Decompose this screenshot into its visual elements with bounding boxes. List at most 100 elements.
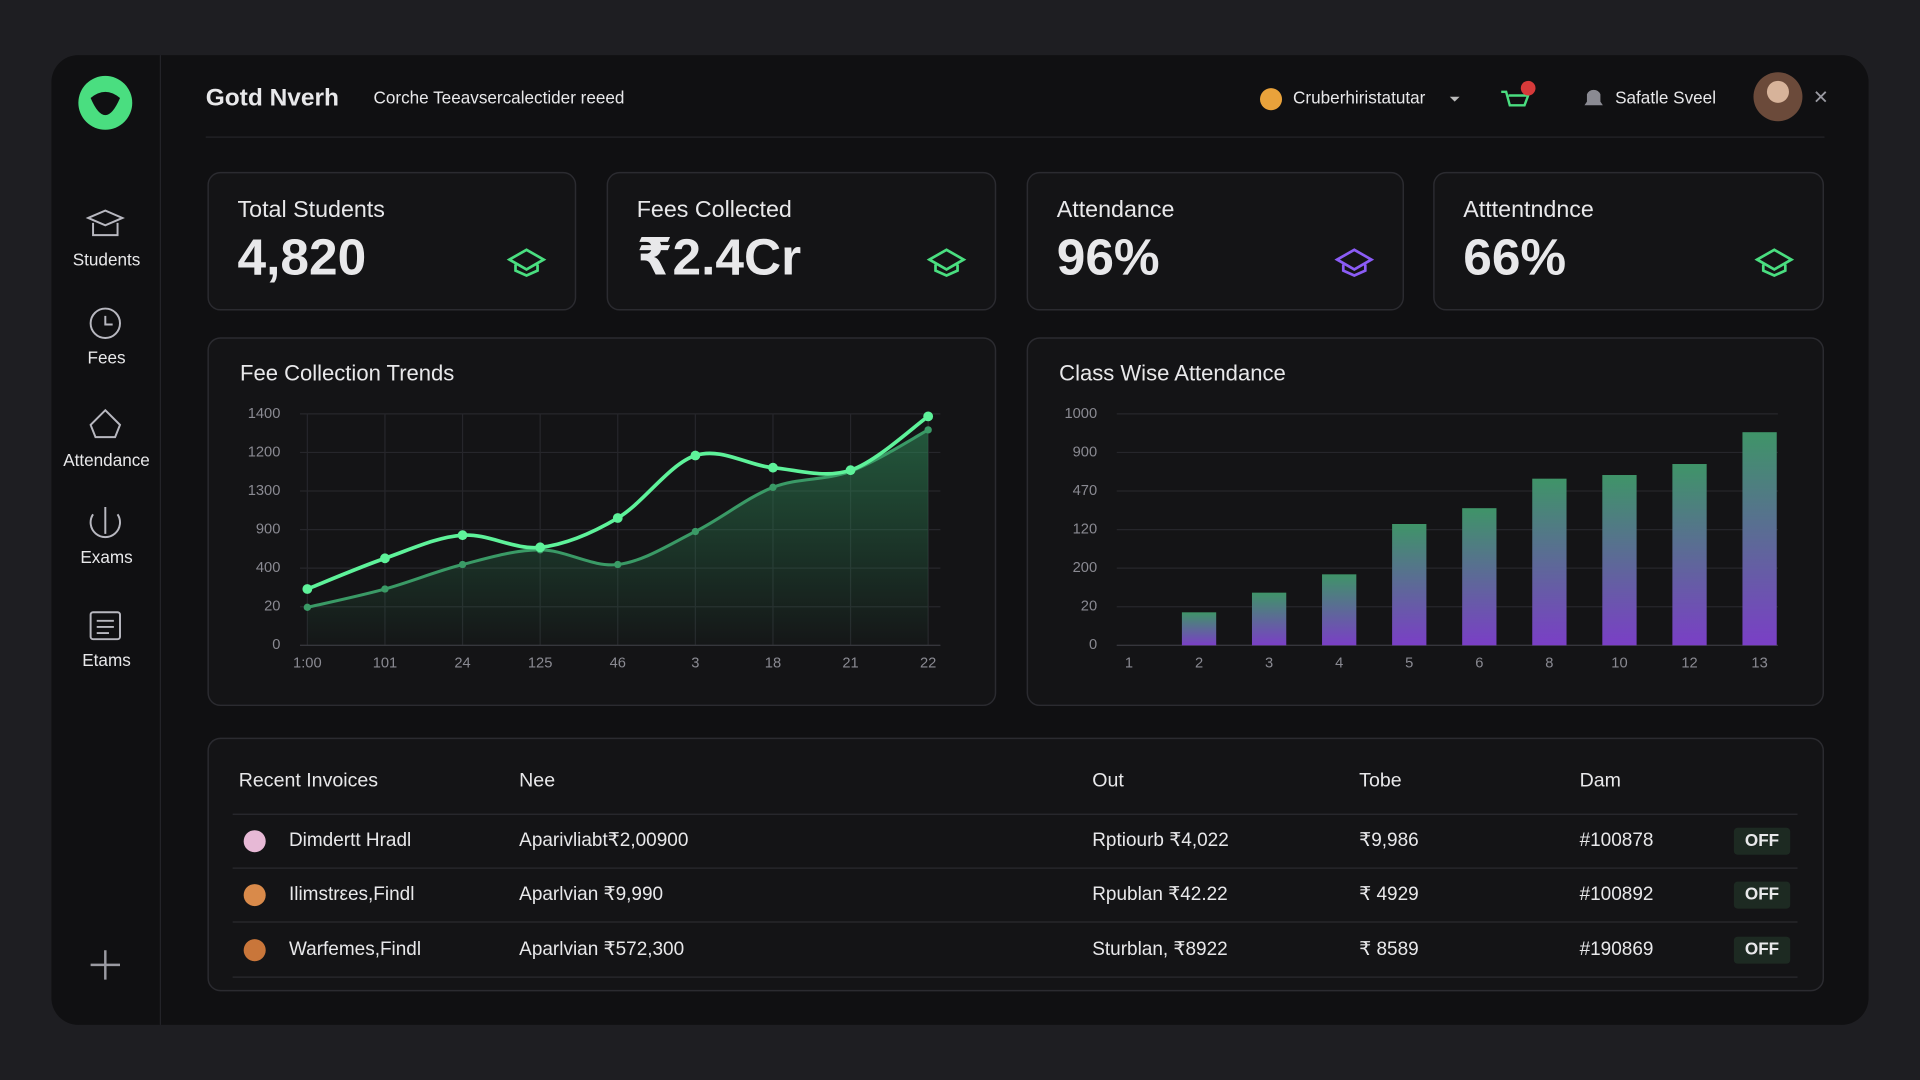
point xyxy=(923,411,934,422)
x-tick-label: 3 xyxy=(691,656,699,672)
status-text: OFF xyxy=(1745,939,1779,959)
invoice-row[interactable]: Dimdertt Hradl Aparivliabt₹2,00900 Rptiour… xyxy=(243,827,1791,855)
nav-fees[interactable]: Fees xyxy=(87,307,126,368)
cell: #100892 xyxy=(1580,884,1654,905)
bar xyxy=(1322,574,1357,646)
cart-badge xyxy=(1520,80,1536,96)
y-tick-label: 200 xyxy=(1073,560,1098,576)
point xyxy=(691,527,700,536)
invoice-panel xyxy=(207,737,1824,992)
kpi-card: Total Students 4,820 xyxy=(207,171,577,311)
row-icon xyxy=(243,830,266,853)
cart-icon xyxy=(1501,90,1530,107)
bar xyxy=(1742,432,1777,646)
x-tick-label: 22 xyxy=(920,656,936,672)
nav-label: Students xyxy=(73,249,141,269)
kpi-card-bg xyxy=(1026,171,1404,311)
nav-etams[interactable]: Etams xyxy=(82,611,131,670)
column-header: Tobe xyxy=(1359,769,1402,791)
point xyxy=(380,553,390,564)
cell: Dimdertt Hradl xyxy=(289,830,411,851)
nav-label: Fees xyxy=(87,347,125,367)
cell: Ilimstrεes,Findl xyxy=(289,884,414,905)
bar xyxy=(1602,475,1637,646)
notifications[interactable]: Safatle Sveel xyxy=(1584,88,1716,108)
nav-label: Etams xyxy=(82,650,131,670)
kpi-card-bg xyxy=(1433,171,1824,311)
add-button[interactable] xyxy=(90,950,120,980)
profile[interactable] xyxy=(1753,72,1803,122)
kpi-value: 66% xyxy=(1463,227,1566,285)
logo[interactable] xyxy=(78,75,133,130)
kpi-label: Attendance xyxy=(1057,196,1175,222)
point xyxy=(457,530,468,541)
x-tick-label: 13 xyxy=(1751,656,1767,672)
column-header: Recent Invoices xyxy=(239,769,379,791)
kpi-card-bg xyxy=(207,171,577,311)
y-tick-label: 120 xyxy=(1073,521,1098,537)
kpi-card: Atttentndnce 66% xyxy=(1433,171,1824,311)
bar xyxy=(1181,612,1217,646)
y-tick-label: 1200 xyxy=(248,444,281,460)
kpi-label: Fees Collected xyxy=(637,196,792,222)
point xyxy=(381,585,389,593)
x-tick-label: 4 xyxy=(1335,656,1343,672)
nav-label: Exams xyxy=(80,547,132,567)
cell: Warfemes,Findl xyxy=(289,939,421,960)
bar xyxy=(1392,523,1427,646)
x-tick-label: 21 xyxy=(842,656,858,672)
nav-attendance[interactable]: Attendance xyxy=(63,408,150,470)
bar xyxy=(1251,592,1287,646)
cell: Rpublan ₹42.22 xyxy=(1092,884,1227,905)
status-text: OFF xyxy=(1745,884,1779,904)
cell: ₹9,986 xyxy=(1359,830,1419,851)
bell-icon xyxy=(1584,89,1603,106)
point xyxy=(845,465,856,476)
nav-icon xyxy=(89,611,121,641)
account-avatar xyxy=(1260,88,1283,111)
point xyxy=(690,450,701,461)
kpi-icon xyxy=(1754,248,1795,277)
cell: Aparlvian ₹572,300 xyxy=(519,939,684,960)
bar xyxy=(1462,508,1497,646)
account-name: Cruberhiristatutar xyxy=(1293,88,1426,108)
kpi-value: 96% xyxy=(1057,227,1160,285)
x-tick-label: 5 xyxy=(1405,656,1413,672)
status-badge xyxy=(1733,881,1791,909)
x-tick-label: 6 xyxy=(1475,656,1483,672)
row-icon xyxy=(243,884,266,907)
invoice-row[interactable]: Warfemes,Findl Aparlvian ₹572,300 Sturblan… xyxy=(243,936,1791,964)
x-tick-label: 18 xyxy=(765,656,781,672)
bar xyxy=(1672,464,1707,646)
close-button[interactable] xyxy=(1815,91,1827,103)
nav-icon xyxy=(89,307,121,339)
kpi-label: Total Students xyxy=(238,196,385,222)
status-badge xyxy=(1733,827,1791,855)
account-menu[interactable]: Cruberhiristatutar xyxy=(1260,88,1460,111)
kpi-card: Attendance 96% xyxy=(1026,171,1404,311)
x-tick-label: 3 xyxy=(1265,656,1273,672)
y-tick-label: 0 xyxy=(1089,637,1097,653)
cell: Aparivliabt₹2,00900 xyxy=(519,830,688,851)
cart-button[interactable] xyxy=(1501,80,1536,107)
app-title: Gotd Nverh xyxy=(206,85,339,112)
x-tick-label: 101 xyxy=(373,656,398,672)
column-header: Out xyxy=(1092,769,1124,791)
point xyxy=(924,426,932,434)
point xyxy=(458,560,467,569)
x-tick-label: 125 xyxy=(528,656,553,672)
nav-label: Attendance xyxy=(63,450,150,470)
kpi-label: Atttentndnce xyxy=(1463,196,1594,222)
dropdown-caret xyxy=(1449,96,1460,102)
kpi-row: Total Students 4,820 Fees Collected ₹2.4Cr A… xyxy=(207,171,1824,311)
point xyxy=(303,603,312,611)
x-tick-label: 1:00 xyxy=(293,656,322,672)
cell: ₹ 4929 xyxy=(1359,884,1419,905)
invoice-row[interactable]: Ilimstrεes,Findl Aparlvian ₹9,990 Rpublan … xyxy=(243,881,1791,909)
nav-icon-lines xyxy=(96,619,114,635)
cell: ₹ 8589 xyxy=(1359,939,1419,960)
kpi-value: 4,820 xyxy=(238,227,367,285)
nav-students[interactable]: Students xyxy=(73,209,141,270)
nav-exams[interactable]: Exams xyxy=(80,506,133,567)
